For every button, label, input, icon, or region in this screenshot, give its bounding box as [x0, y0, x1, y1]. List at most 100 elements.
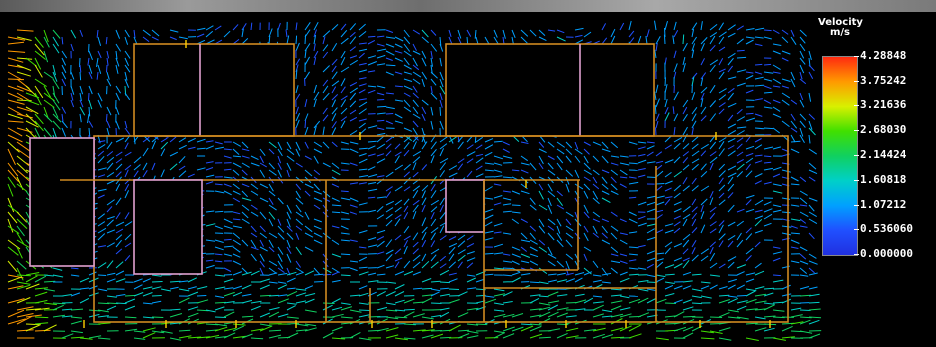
- velocity-vector: [664, 159, 674, 164]
- velocity-vector: [673, 221, 681, 227]
- velocity-vector: [61, 294, 72, 297]
- velocity-vector: [691, 29, 695, 38]
- velocity-vector: [196, 295, 207, 297]
- velocity-vector: [664, 293, 675, 297]
- velocity-vector: [484, 230, 494, 234]
- velocity-vector: [745, 290, 756, 297]
- velocity-vector: [655, 185, 663, 192]
- velocity-vector: [277, 294, 288, 297]
- velocity-vector: [709, 141, 717, 150]
- velocity-vector: [205, 334, 220, 339]
- velocity-vector: [178, 165, 186, 171]
- velocity-vector: [115, 221, 125, 227]
- velocity-vector: [781, 325, 793, 332]
- velocity-vector: [277, 169, 282, 178]
- velocity-vector: [403, 85, 413, 91]
- velocity-vector: [430, 71, 438, 79]
- velocity-vector: [385, 265, 395, 269]
- velocity-vector: [493, 293, 506, 297]
- velocity-vector: [439, 235, 447, 241]
- velocity-vector: [322, 267, 332, 274]
- velocity-vector: [250, 183, 259, 190]
- velocity-vector: [574, 272, 585, 276]
- velocity-vector: [727, 278, 737, 283]
- velocity-vector: [556, 232, 563, 241]
- velocity-vector: [178, 36, 188, 40]
- velocity-vector: [124, 183, 130, 192]
- velocity-vector: [394, 143, 401, 150]
- velocity-vector: [340, 302, 351, 305]
- velocity-vector: [304, 155, 312, 160]
- velocity-vector: [70, 71, 75, 80]
- velocity-vector: [682, 213, 691, 220]
- velocity-vector: [376, 158, 386, 164]
- velocity-vector: [97, 174, 106, 178]
- velocity-vector: [286, 232, 294, 240]
- velocity-vector: [538, 246, 548, 253]
- velocity-vector: [349, 162, 358, 166]
- velocity-vector: [547, 273, 557, 276]
- velocity-vector: [484, 252, 494, 255]
- velocity-vector: [349, 59, 358, 66]
- velocity-vector: [718, 199, 726, 206]
- velocity-vector: [538, 225, 546, 234]
- velocity-vector: [745, 152, 754, 157]
- velocity-vector: [169, 280, 181, 283]
- velocity-vector: [97, 227, 107, 234]
- velocity-vector: [646, 236, 656, 241]
- velocity-vector: [655, 261, 664, 269]
- velocity-vector: [610, 169, 619, 176]
- velocity-vector: [754, 138, 762, 143]
- velocity-vector: [439, 162, 447, 171]
- velocity-vector: [358, 101, 368, 108]
- velocity-vector: [331, 58, 338, 66]
- velocity-vector: [196, 336, 211, 339]
- velocity-vector: [7, 285, 24, 290]
- velocity-vector: [223, 291, 235, 297]
- velocity-vector: [655, 209, 664, 213]
- velocity-vector: [592, 190, 599, 200]
- velocity-vector: [295, 148, 301, 157]
- velocity-vector: [295, 323, 309, 327]
- velocity-vector: [565, 315, 577, 318]
- velocity-vector: [754, 327, 767, 332]
- velocity-vector: [502, 333, 515, 339]
- velocity-vector: [457, 158, 465, 164]
- velocity-vector: [448, 261, 457, 269]
- velocity-vector: [556, 312, 568, 318]
- velocity-vector: [745, 28, 755, 31]
- velocity-vector: [682, 233, 691, 241]
- velocity-vector: [754, 144, 763, 150]
- velocity-vector: [394, 85, 403, 88]
- velocity-vector: [376, 63, 386, 66]
- velocity-vector: [187, 306, 199, 311]
- velocity-vector: [772, 113, 782, 119]
- velocity-vector: [718, 88, 727, 94]
- velocity-vector: [304, 323, 317, 327]
- velocity-vector: [547, 190, 556, 198]
- velocity-vector: [637, 215, 646, 220]
- velocity-vector: [412, 85, 418, 93]
- velocity-vector: [412, 199, 420, 206]
- velocity-vector: [763, 146, 774, 150]
- velocity-vector: [790, 225, 798, 229]
- velocity-vector: [628, 273, 639, 276]
- velocity-vector: [97, 143, 106, 150]
- velocity-vector: [700, 98, 704, 108]
- velocity-vector: [745, 112, 754, 115]
- velocity-vector: [349, 239, 358, 242]
- velocity-vector: [412, 64, 420, 71]
- velocity-vector: [727, 150, 736, 157]
- velocity-vector: [403, 235, 411, 241]
- velocity-vector: [718, 220, 725, 227]
- velocity-vector: [97, 274, 107, 276]
- velocity-vector: [637, 168, 646, 171]
- velocity-vector: [493, 302, 504, 306]
- velocity-vector: [430, 85, 433, 94]
- velocity-vector: [232, 162, 242, 168]
- velocity-vector: [232, 211, 241, 215]
- velocity-vector: [385, 143, 392, 150]
- velocity-vector: [700, 21, 703, 31]
- velocity-vector: [682, 299, 693, 304]
- velocity-vector: [358, 337, 372, 341]
